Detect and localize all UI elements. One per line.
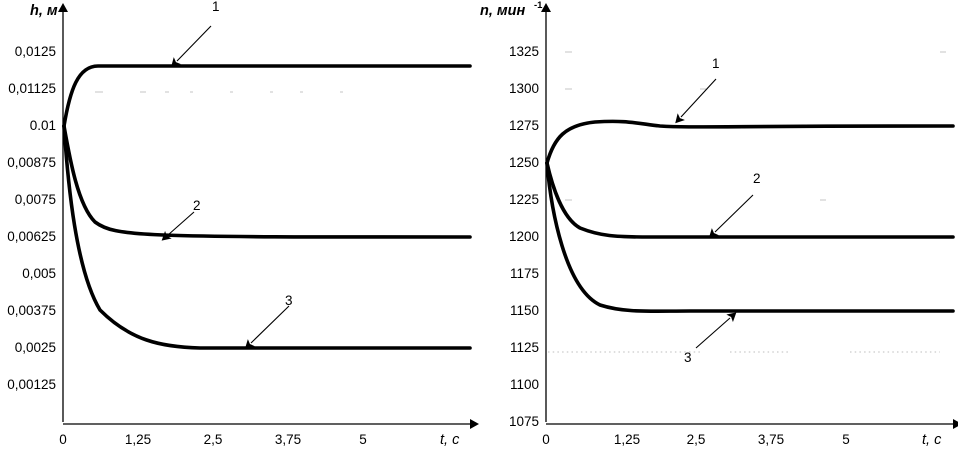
svg-text:1150: 1150 bbox=[510, 303, 539, 318]
svg-text:3,75: 3,75 bbox=[275, 432, 301, 447]
svg-text:2: 2 bbox=[193, 198, 201, 213]
svg-text:h, м: h, м bbox=[30, 3, 58, 19]
svg-text:1100: 1100 bbox=[510, 377, 539, 392]
svg-text:0,00125: 0,00125 bbox=[7, 377, 56, 392]
svg-text:0,01125: 0,01125 bbox=[8, 81, 56, 96]
svg-text:0,00375: 0,00375 bbox=[7, 303, 56, 318]
svg-text:1: 1 bbox=[212, 0, 220, 14]
svg-text:-1: -1 bbox=[534, 0, 543, 11]
svg-text:0: 0 bbox=[542, 432, 550, 447]
svg-text:1325: 1325 bbox=[509, 44, 539, 59]
svg-text:0,0025: 0,0025 bbox=[15, 340, 56, 355]
svg-text:0,005: 0,005 bbox=[22, 266, 56, 281]
svg-text:1: 1 bbox=[712, 56, 720, 71]
svg-text:1,25: 1,25 bbox=[614, 432, 640, 447]
svg-text:0,00875: 0,00875 bbox=[7, 155, 56, 170]
svg-text:1125: 1125 bbox=[510, 340, 539, 355]
svg-text:1075: 1075 bbox=[509, 414, 539, 429]
svg-text:0,00625: 0,00625 bbox=[7, 229, 56, 244]
svg-text:3: 3 bbox=[285, 293, 293, 308]
svg-text:1300: 1300 bbox=[509, 81, 539, 96]
svg-text:1,25: 1,25 bbox=[125, 432, 151, 447]
svg-text:5: 5 bbox=[359, 432, 367, 447]
svg-text:5: 5 bbox=[842, 432, 850, 447]
svg-text:n, мин: n, мин bbox=[480, 3, 525, 19]
svg-text:t, c: t, c bbox=[922, 432, 942, 448]
svg-text:t, c: t, c bbox=[440, 432, 460, 448]
svg-text:0,0125: 0,0125 bbox=[15, 44, 56, 59]
svg-text:1225: 1225 bbox=[509, 192, 539, 207]
svg-text:2: 2 bbox=[753, 171, 761, 186]
svg-text:0: 0 bbox=[59, 432, 67, 447]
svg-text:2,5: 2,5 bbox=[204, 432, 223, 447]
svg-text:0.01: 0.01 bbox=[30, 118, 56, 133]
svg-text:1175: 1175 bbox=[510, 266, 539, 281]
svg-text:2,5: 2,5 bbox=[687, 432, 706, 447]
svg-text:3: 3 bbox=[684, 350, 692, 365]
svg-text:1200: 1200 bbox=[509, 229, 539, 244]
svg-text:1275: 1275 bbox=[509, 118, 539, 133]
svg-text:1250: 1250 bbox=[509, 155, 539, 170]
svg-text:3,75: 3,75 bbox=[758, 432, 784, 447]
svg-text:0,0075: 0,0075 bbox=[15, 192, 56, 207]
